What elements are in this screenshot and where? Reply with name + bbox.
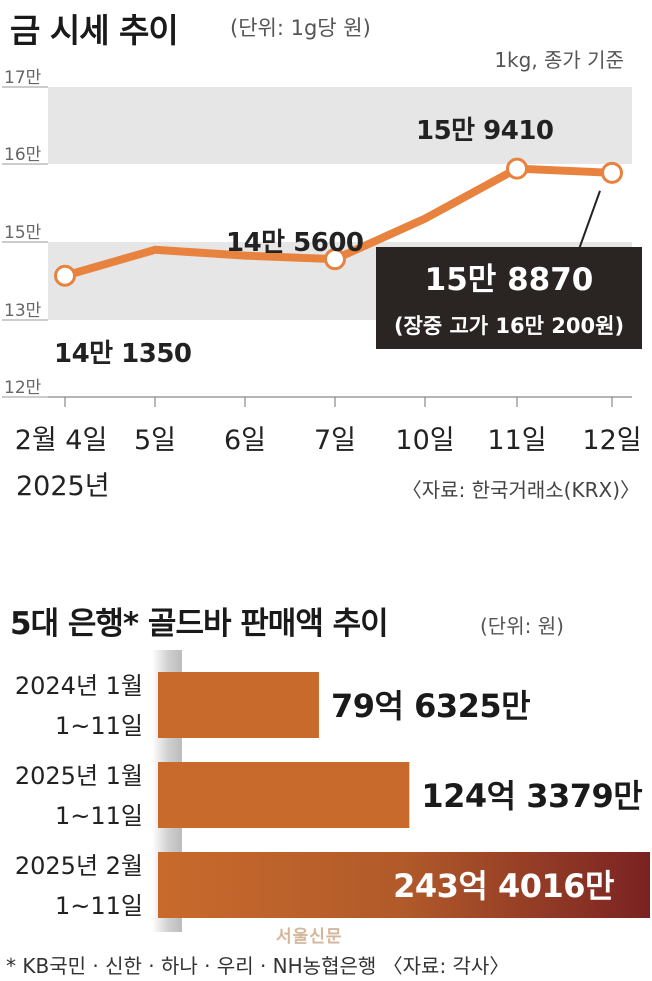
x-year-label: 2025년 [16, 471, 110, 502]
gold-price-line-chart: 12만 13만 15만 16만 17만 2월 4일 5일 6일 7일 10일 11일 12일 2025년… [2, 68, 642, 502]
data-point-marker [324, 248, 346, 271]
data-point-marker [601, 161, 623, 184]
x-tick-label: 12일 [582, 425, 641, 456]
bar-category-label: 2025년 1월 [15, 762, 143, 790]
data-label: 15만 9410 [416, 116, 554, 146]
bar-category-label: 2025년 2월 [15, 852, 143, 880]
bar-category-label: 2024년 1월 [15, 672, 143, 700]
line-chart-source: 〈자료: 한국거래소(KRX)〉 [402, 478, 640, 502]
data-point-marker [506, 157, 528, 180]
data-label: 14만 1350 [54, 339, 192, 369]
y-tick-label: 16만 [4, 145, 42, 165]
bar-category-label: 1~11일 [55, 802, 143, 830]
grid-band [48, 87, 632, 164]
line-chart-basis-note: 1kg, 종가 기준 [494, 48, 624, 72]
x-tick-label: 11일 [487, 425, 546, 456]
bar-value-label: 124억 3379만 [421, 777, 642, 815]
bar-value-label: 243억 4016만 [393, 867, 614, 905]
bar-chart-unit: (단위: 원) [480, 614, 564, 638]
bar [158, 852, 650, 918]
y-tick-label: 17만 [4, 68, 42, 88]
bar-category-label: 1~11일 [55, 712, 143, 740]
y-tick-label: 13만 [4, 301, 42, 321]
bar-category-label: 1~11일 [55, 892, 143, 920]
x-tick-label: 7일 [314, 425, 356, 456]
goldbar-sales-bar-chart: 2024년 1월 1~11일 79억 6325만 2025년 1월 1~11일 124억 … [15, 650, 650, 932]
data-label: 14만 5600 [226, 228, 364, 258]
callout-value: 15만 8870 [425, 262, 594, 298]
bar [158, 762, 410, 828]
bar-chart-title: 5대 은행* 골드바 판매액 추이 [10, 606, 389, 642]
callout-subtext: (장중 고가 16만 200원) [394, 314, 624, 338]
line-chart-title: 금 시세 추이 [10, 11, 179, 50]
x-tick-label: 2월 4일 [15, 425, 108, 456]
x-tick-label: 10일 [395, 425, 454, 456]
callout-pointer [577, 190, 601, 253]
y-tick-label: 15만 [4, 223, 42, 243]
y-tick-label: 12만 [4, 378, 42, 398]
bank-footnote: * KB국민 · 신한 · 하나 · 우리 · NH농협은행 〈자료: 각사〉 [6, 954, 510, 978]
x-tick-label: 6일 [224, 425, 266, 456]
x-tick-label: 5일 [134, 425, 176, 456]
callout-box [376, 247, 642, 349]
line-chart-unit: (단위: 1g당 원) [230, 16, 371, 40]
publisher-watermark: 서울신문 [276, 927, 343, 947]
bar [158, 672, 319, 738]
bar-value-label: 79억 6325만 [331, 687, 530, 725]
data-point-marker [54, 264, 76, 287]
